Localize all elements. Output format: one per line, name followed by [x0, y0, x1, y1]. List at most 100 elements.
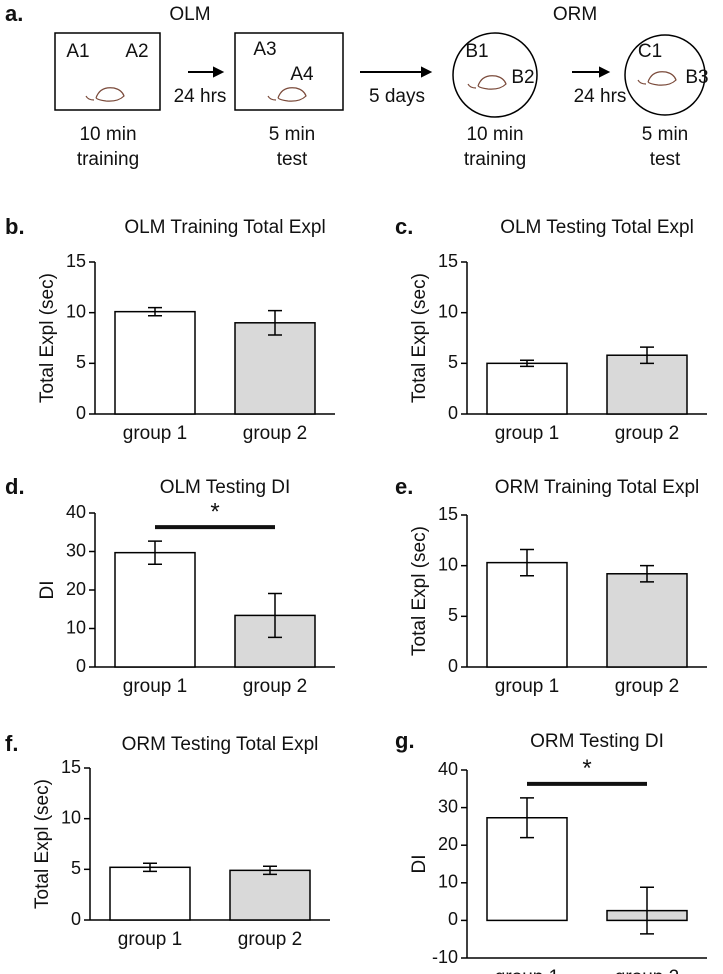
- arena-box: [234, 32, 344, 111]
- y-tick-label: 0: [448, 403, 458, 423]
- y-tick-label: 5: [448, 605, 458, 625]
- arena-circle: [452, 32, 538, 118]
- y-tick-label: 20: [66, 579, 86, 599]
- y-axis-label: DI: [409, 855, 430, 874]
- y-axis-label: Total Expl (sec): [409, 526, 430, 656]
- arena-circle: [624, 34, 706, 116]
- panel-label: c.: [395, 214, 413, 239]
- y-axis-label: Total Expl (sec): [32, 779, 53, 909]
- bar: [606, 354, 688, 415]
- bar: [229, 869, 311, 921]
- y-tick-label: 5: [71, 858, 81, 878]
- x-tick-label: group 1: [495, 967, 559, 974]
- arrows: [188, 66, 611, 78]
- error-bar: [148, 306, 162, 317]
- y-tick-label: 10: [66, 617, 86, 637]
- x-tick-label: group 2: [615, 967, 679, 974]
- y-tick-label: 15: [66, 251, 86, 271]
- object-label: B1: [465, 41, 488, 62]
- object-label: A3: [253, 39, 276, 60]
- error-bar: [143, 862, 157, 873]
- object-label: B3: [685, 67, 708, 88]
- stage-caption: training: [464, 149, 526, 170]
- y-tick-label: -10: [432, 947, 458, 967]
- y-axis-label: DI: [37, 581, 58, 600]
- y-tick-label: 0: [448, 656, 458, 676]
- error-bar: [268, 309, 282, 336]
- chart-title: OLM Testing Total Expl: [500, 217, 694, 238]
- error-bar: [148, 540, 162, 565]
- arena-box: [54, 32, 161, 111]
- y-tick-label: 40: [66, 502, 86, 522]
- y-tick-label: 0: [71, 909, 81, 929]
- y-tick-label: 10: [61, 807, 81, 827]
- bar: [114, 310, 196, 415]
- y-tick-label: 10: [438, 301, 458, 321]
- significance-label: *: [210, 498, 219, 525]
- y-tick-label: 30: [438, 796, 458, 816]
- object-label: B2: [511, 67, 534, 88]
- panel-label: d.: [5, 474, 25, 499]
- y-tick-label: 0: [448, 909, 458, 929]
- error-bar: [520, 359, 534, 368]
- x-tick-label: group 2: [243, 676, 307, 697]
- interval-label: 24 hrs: [574, 86, 627, 107]
- y-tick-label: 15: [438, 251, 458, 271]
- stage-caption: test: [650, 149, 681, 170]
- bar: [486, 362, 568, 415]
- object-label: A4: [290, 64, 314, 85]
- y-tick-label: 10: [66, 301, 86, 321]
- object-label: A1: [66, 41, 89, 62]
- significance-label: *: [582, 755, 591, 782]
- chart-title: OLM Testing DI: [160, 477, 291, 498]
- section-title: OLM: [169, 4, 210, 25]
- stage-caption: 10 min: [79, 124, 136, 145]
- y-tick-label: 0: [76, 656, 86, 676]
- y-axis-label: Total Expl (sec): [409, 273, 430, 403]
- x-tick-label: group 2: [238, 929, 302, 950]
- mouse-icons: [85, 71, 677, 102]
- bar: [486, 561, 568, 668]
- bar: [114, 551, 196, 668]
- bar: [109, 866, 191, 921]
- x-tick-label: group 1: [123, 676, 187, 697]
- y-axis-label: Total Expl (sec): [37, 273, 58, 403]
- object-label: C1: [638, 41, 662, 62]
- y-tick-label: 15: [61, 757, 81, 777]
- y-tick-label: 30: [66, 540, 86, 560]
- x-tick-label: group 2: [615, 676, 679, 697]
- y-tick-label: 15: [438, 504, 458, 524]
- x-tick-label: group 2: [615, 423, 679, 444]
- x-tick-label: group 1: [495, 423, 559, 444]
- bar: [234, 322, 316, 415]
- x-tick-label: group 1: [495, 676, 559, 697]
- chart-title: ORM Testing Total Expl: [122, 734, 319, 755]
- x-tick-label: group 2: [243, 423, 307, 444]
- object-label: A2: [125, 41, 148, 62]
- panel-label: b.: [5, 214, 25, 239]
- error-bar: [640, 346, 654, 365]
- error-bar: [268, 592, 282, 639]
- error-bar: [520, 797, 534, 839]
- x-tick-label: group 1: [118, 929, 182, 950]
- error-bar: [520, 548, 534, 577]
- bar: [606, 573, 688, 668]
- y-tick-label: 0: [76, 403, 86, 423]
- stage-caption: 5 min: [642, 124, 688, 145]
- stage-caption: 5 min: [269, 124, 315, 145]
- error-bar: [640, 564, 654, 583]
- y-tick-label: 20: [438, 834, 458, 854]
- y-tick-label: 10: [438, 872, 458, 892]
- section-title: ORM: [553, 4, 597, 25]
- y-tick-label: 10: [438, 554, 458, 574]
- error-bar: [263, 865, 277, 876]
- interval-label: 24 hrs: [174, 86, 227, 107]
- chart-title: ORM Testing DI: [530, 731, 664, 752]
- interval-label: 5 days: [369, 86, 425, 107]
- chart-title: OLM Training Total Expl: [124, 217, 325, 238]
- x-tick-label: group 1: [123, 423, 187, 444]
- panel-label: g.: [395, 728, 415, 753]
- panel-label: a.: [5, 1, 23, 26]
- stage-caption: test: [277, 149, 308, 170]
